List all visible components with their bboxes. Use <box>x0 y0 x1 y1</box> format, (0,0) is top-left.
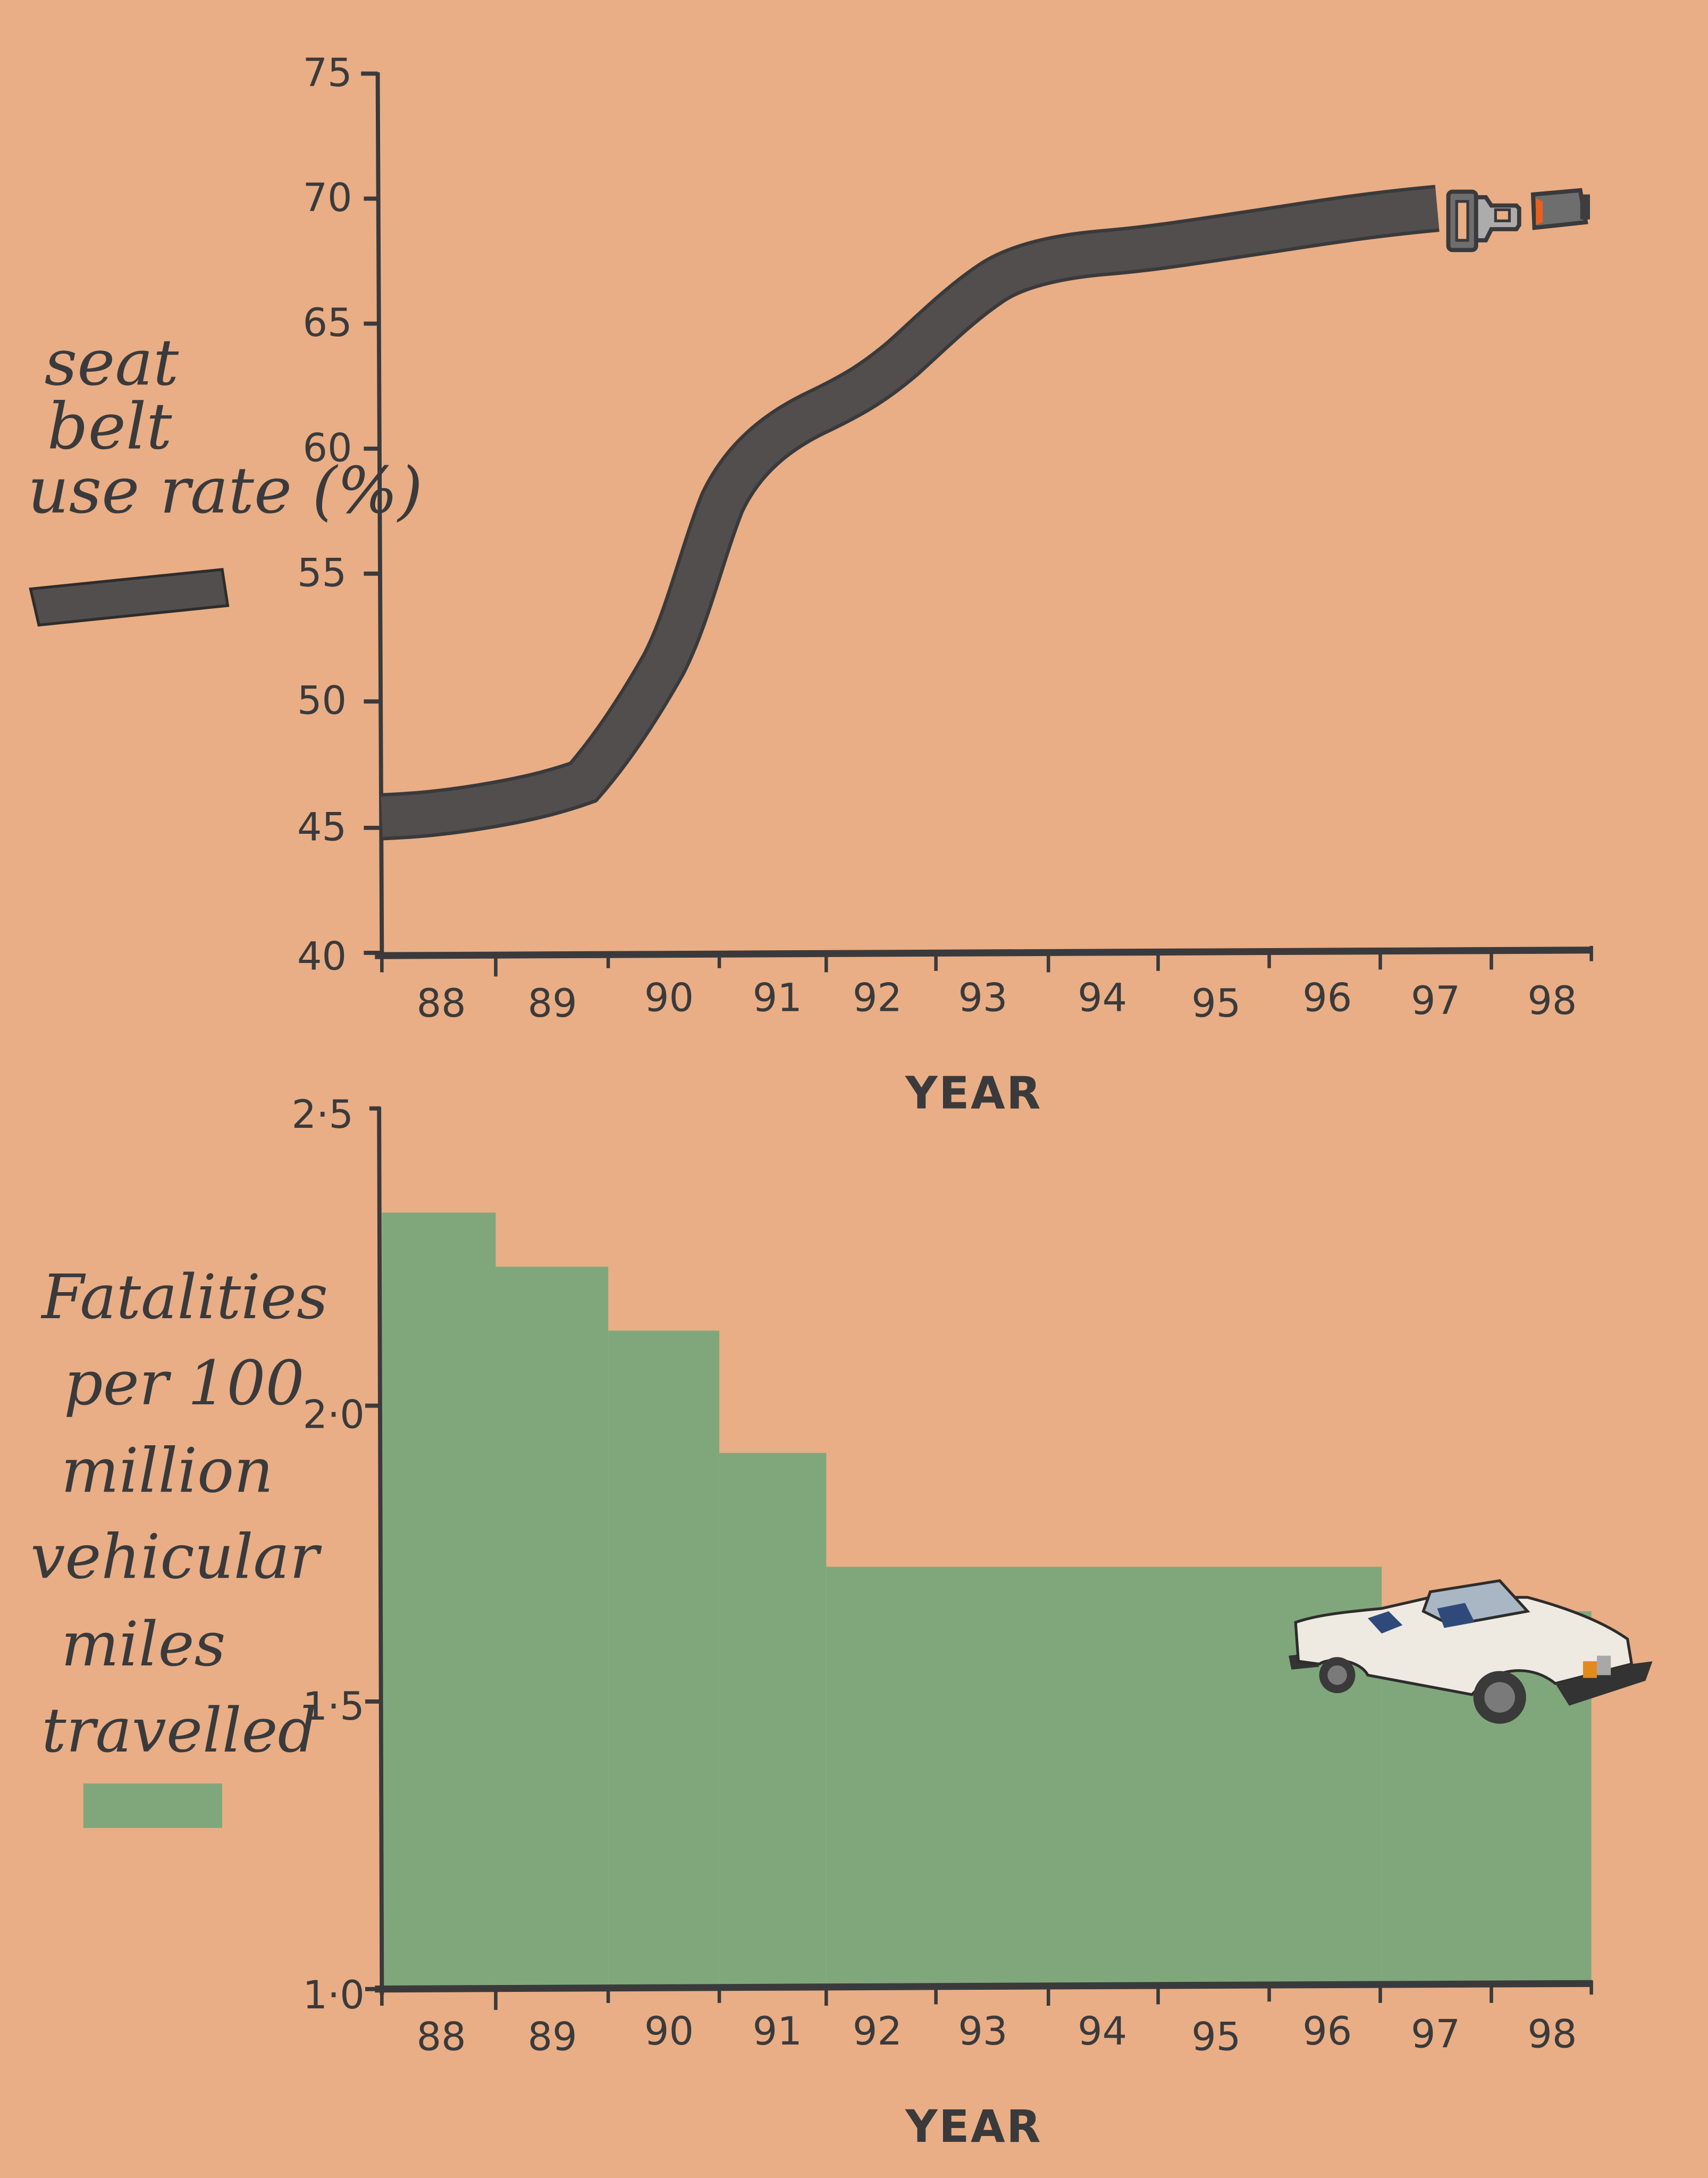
top-x-axis-title: YEAR <box>905 1067 1042 1119</box>
seatbelt-buckle-tongue-icon <box>1446 189 1521 253</box>
legend-line: travelled <box>41 1696 317 1767</box>
y-tick-label: 50 <box>297 678 347 724</box>
legend-line: vehicular <box>30 1523 319 1594</box>
x-tick-label: 90 <box>644 2009 694 2054</box>
top-y-tick-labels: 75 70 65 60 55 50 45 40 <box>297 51 352 979</box>
x-tick-label: 97 <box>1411 2012 1460 2057</box>
y-tick-label: 70 <box>302 175 352 221</box>
x-tick-label: 89 <box>528 981 577 1026</box>
seatbelt-legend-label: seat belt use rate (%) <box>28 331 423 522</box>
x-tick-label: 93 <box>958 2009 1007 2054</box>
y-tick-label: 60 <box>302 425 352 471</box>
top-x-axis <box>375 945 1593 977</box>
x-tick-label: 94 <box>1078 2009 1127 2054</box>
bar-89 <box>495 1267 609 1987</box>
y-tick-label: 2·0 <box>302 1392 364 1437</box>
bottom-x-tick-labels: 88 89 90 91 92 93 94 95 96 97 98 <box>417 2009 1577 2059</box>
bar-90 <box>608 1330 720 1987</box>
legend-line: miles <box>61 1610 226 1681</box>
x-tick-label: 88 <box>417 981 466 1026</box>
y-tick-label: 2·5 <box>292 1092 354 1137</box>
fatalities-legend-label: Fatalities per 100 million vehicular mil… <box>30 1255 328 1776</box>
x-tick-label: 92 <box>853 976 902 1021</box>
fatalities-legend-swatch <box>83 1783 222 1828</box>
legend-line: per 100 <box>64 1349 305 1420</box>
x-tick-label: 91 <box>753 976 802 1021</box>
legend-line: million <box>61 1436 274 1507</box>
top-x-tick-labels: 88 89 90 91 92 93 94 95 96 97 98 <box>417 976 1577 1026</box>
seatbelt-buckle-receiver-icon <box>1530 188 1590 230</box>
y-tick-label: 1·5 <box>302 1684 364 1729</box>
x-tick-label: 90 <box>644 976 694 1021</box>
bar-88 <box>382 1212 496 1987</box>
fatalities-step-bars <box>382 1212 1592 1987</box>
top-y-axis <box>361 71 384 956</box>
x-tick-label: 92 <box>853 2009 902 2054</box>
legend-line: use rate (%) <box>28 453 423 528</box>
x-tick-label: 91 <box>753 2009 802 2054</box>
legend-line: seat <box>44 325 179 400</box>
x-tick-label: 95 <box>1191 2015 1241 2060</box>
seatbelt-line <box>381 185 1440 841</box>
bar-92-96 <box>826 1567 1382 1987</box>
x-tick-label: 96 <box>1302 2009 1352 2054</box>
convertible-car-icon <box>1289 1579 1653 1724</box>
x-tick-label: 94 <box>1078 976 1127 1021</box>
x-tick-label: 88 <box>417 2015 466 2060</box>
x-tick-label: 96 <box>1302 976 1352 1021</box>
y-tick-label: 65 <box>302 300 352 346</box>
y-tick-label: 1·0 <box>302 1973 364 2018</box>
seatbelt-legend-swatch <box>29 568 230 627</box>
bottom-y-tick-labels: 2·5 2·0 1·5 1·0 <box>292 1092 365 2018</box>
x-tick-label: 89 <box>528 2015 577 2060</box>
y-tick-label: 55 <box>297 550 347 596</box>
x-tick-label: 97 <box>1411 978 1460 1024</box>
x-tick-label: 95 <box>1191 981 1241 1026</box>
bottom-x-axis <box>375 1980 1593 2010</box>
y-tick-label: 40 <box>297 934 347 979</box>
x-tick-label: 98 <box>1527 2012 1577 2057</box>
bottom-x-axis-title: YEAR <box>905 2100 1042 2152</box>
y-tick-label: 45 <box>297 805 347 850</box>
y-tick-label: 75 <box>302 51 352 96</box>
x-tick-label: 98 <box>1527 978 1577 1024</box>
bar-91 <box>719 1453 827 1987</box>
bottom-y-axis <box>365 1106 384 1995</box>
legend-line: belt <box>47 389 172 464</box>
legend-line: Fatalities <box>41 1262 329 1334</box>
x-tick-label: 93 <box>958 976 1007 1021</box>
seatbelt-line-fill <box>381 188 1440 837</box>
